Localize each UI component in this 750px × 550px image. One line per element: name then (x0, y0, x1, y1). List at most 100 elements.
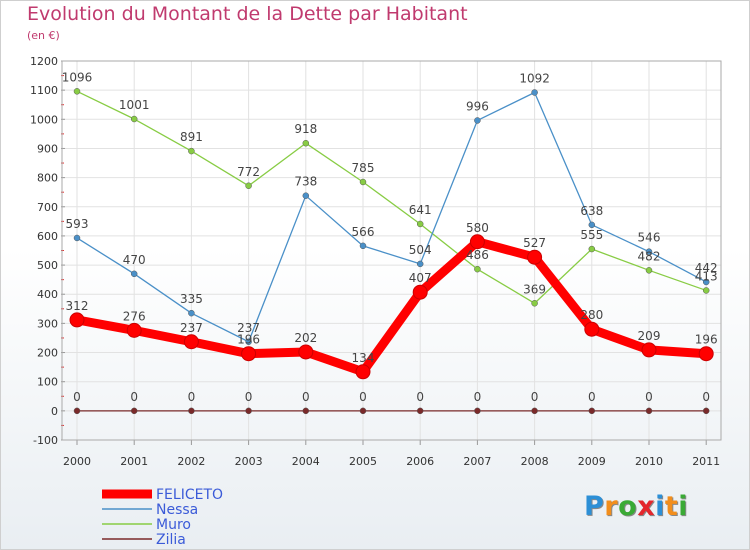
data-point (416, 220, 424, 228)
logo-letter: i (655, 491, 665, 522)
data-point (69, 312, 85, 328)
data-point (73, 234, 81, 242)
logo-letter: x (637, 491, 656, 522)
data-label: 134 (352, 351, 375, 365)
data-point (588, 245, 596, 253)
data-label: 369 (523, 282, 546, 296)
data-point (412, 284, 428, 300)
legend-label: Muro (156, 517, 191, 533)
data-label: 209 (638, 329, 661, 343)
data-label: 413 (695, 269, 718, 283)
y-tick-label: 100 (37, 376, 58, 389)
series-nessa (73, 89, 710, 346)
data-point (302, 407, 310, 415)
data-label: 0 (474, 390, 482, 404)
data-point (188, 407, 195, 415)
data-point (474, 265, 481, 273)
data-label: 0 (245, 390, 253, 404)
data-label: 0 (702, 390, 710, 404)
data-label: 785 (352, 161, 375, 175)
data-point (531, 89, 538, 96)
y-tick-label: 800 (37, 172, 58, 185)
data-point (355, 364, 371, 380)
x-tick-label: 2003 (235, 455, 263, 468)
data-point (302, 139, 310, 147)
data-point (584, 321, 600, 337)
data-label: 555 (580, 228, 603, 242)
series-feliceto (69, 234, 714, 380)
data-point (130, 407, 138, 415)
data-point (469, 234, 485, 250)
data-point (645, 267, 653, 274)
logo-letter: r (604, 491, 619, 522)
logo-letter: P (584, 491, 605, 522)
data-point (416, 260, 424, 268)
data-point (245, 338, 252, 346)
data-label: 918 (294, 122, 317, 136)
data-label: 407 (409, 271, 432, 285)
x-tick-label: 2007 (463, 455, 491, 468)
data-point (130, 115, 138, 123)
data-label: 237 (237, 321, 260, 335)
proxiti-logo: Proxiti (584, 491, 688, 522)
data-point (702, 407, 710, 415)
data-label: 0 (645, 390, 653, 404)
chart-title: Evolution du Montant de la Dette par Hab… (27, 3, 468, 25)
data-label: 772 (237, 165, 260, 179)
data-point (641, 342, 657, 358)
data-point (302, 192, 310, 199)
legend-label: Nessa (156, 502, 198, 518)
data-label: 996 (466, 99, 489, 113)
y-tick-label: 1000 (30, 113, 58, 126)
series-zilia (73, 407, 710, 415)
data-label: 335 (180, 292, 203, 306)
plot-frame (61, 60, 722, 441)
x-tick-label: 2005 (349, 455, 377, 468)
data-point (359, 407, 367, 415)
data-label: 0 (416, 390, 424, 404)
data-label: 1092 (519, 71, 550, 85)
legend-label: Zilia (156, 532, 186, 548)
data-label: 0 (359, 390, 367, 404)
data-label: 0 (302, 390, 310, 404)
series-line-feliceto (72, 237, 711, 377)
x-tick-label: 2011 (692, 455, 720, 468)
data-point (188, 147, 195, 155)
data-point (531, 300, 538, 307)
y-tick-label: 900 (37, 142, 58, 155)
data-point (588, 407, 596, 415)
data-point (73, 407, 81, 415)
y-tick-label: 1100 (30, 84, 58, 97)
data-label: 891 (180, 130, 203, 144)
y-tick-label: 600 (37, 230, 58, 243)
data-point (702, 287, 710, 294)
y-tick-label: 300 (37, 317, 58, 330)
data-label: 280 (580, 308, 603, 322)
data-point (126, 322, 142, 338)
data-label: 237 (180, 321, 203, 335)
data-label: 0 (588, 390, 596, 404)
data-label: 738 (294, 175, 317, 189)
data-point (527, 249, 543, 265)
data-point (359, 242, 367, 250)
series-line-nessa (76, 91, 707, 343)
data-label: 470 (123, 253, 146, 267)
data-point (130, 270, 138, 278)
y-tick-label: 500 (37, 259, 58, 272)
data-point (588, 221, 596, 229)
y-tick-label: -100 (33, 434, 58, 447)
x-tick-label: 2009 (578, 455, 606, 468)
data-label: 482 (638, 249, 661, 263)
logo-letter: o (618, 491, 638, 522)
data-point (245, 182, 252, 190)
data-label: 641 (409, 203, 432, 217)
data-label: 593 (66, 217, 89, 231)
data-label: 1001 (119, 98, 150, 112)
data-point (702, 278, 710, 286)
data-label: 0 (188, 390, 196, 404)
logo-letter: t (664, 491, 679, 522)
data-label: 527 (523, 236, 546, 250)
data-point (298, 344, 314, 360)
data-label: 638 (580, 204, 603, 218)
